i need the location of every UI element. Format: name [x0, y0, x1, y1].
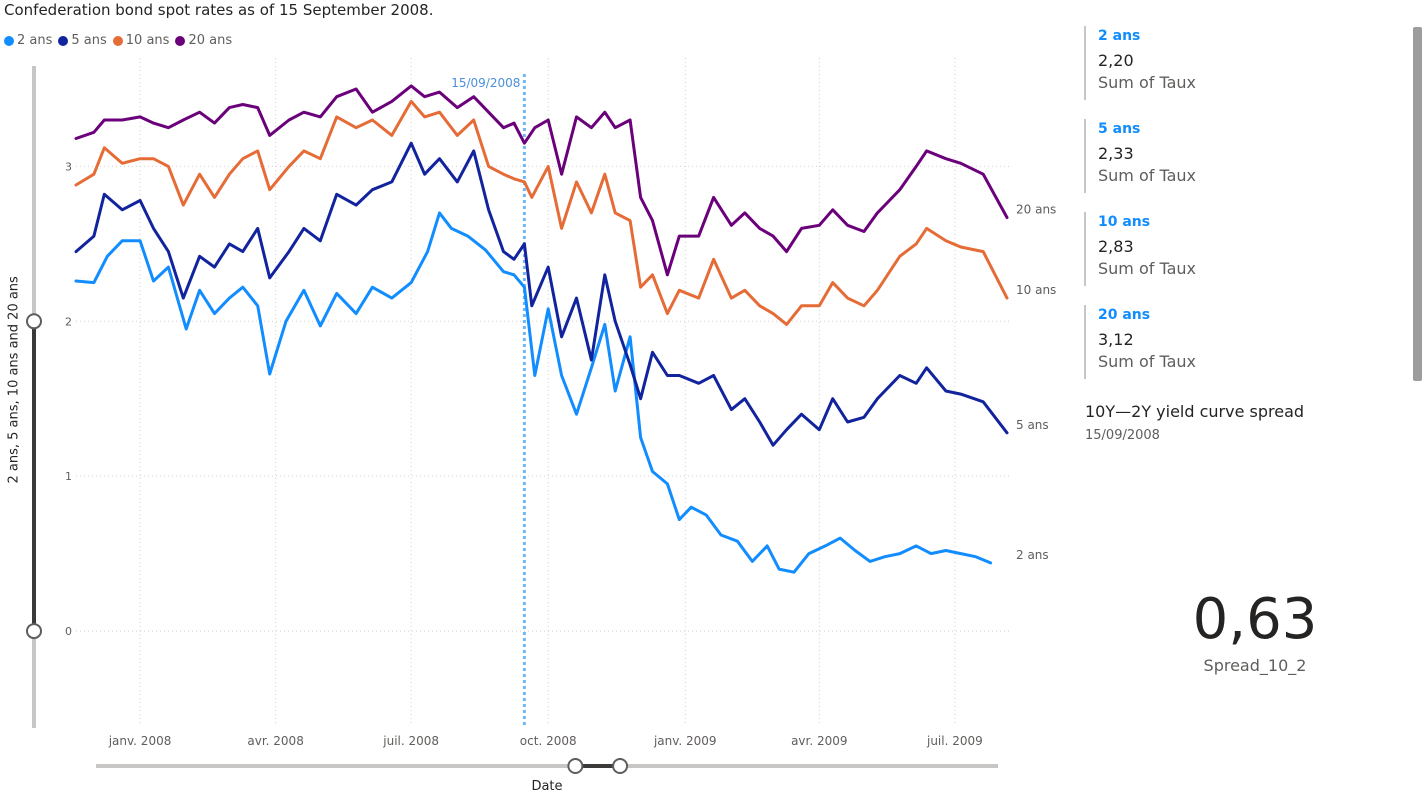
- legend-marker-20-ans: [175, 35, 186, 46]
- legend-label-2-ans: 2 ans: [17, 33, 53, 48]
- y-axis-title: 2 ans, 5 ans, 10 ans and 20 ans: [6, 276, 22, 484]
- line-chart: 0 1 2 3 janv. 2008 avr. 2008 juil. 2008 oct. 20…: [26, 58, 1056, 774]
- legend-marker-10-ans: [112, 35, 123, 46]
- legend-marker-2-ans: [4, 35, 14, 46]
- y-tick-label: 1: [65, 470, 72, 483]
- card-series-name: 20 ans: [1098, 307, 1151, 323]
- card-5-ans: 5 ans 2,33 Sum of Taux: [1084, 119, 1344, 193]
- x-tick-label: janv. 2008: [108, 734, 172, 748]
- card-series-name: 10 ans: [1098, 214, 1151, 230]
- series-end-label: 5 ans: [1016, 418, 1049, 432]
- spread-kpi-label: Spread_10_2: [1203, 656, 1307, 675]
- series-end-label: 10 ans: [1016, 283, 1056, 297]
- spread-date: 15/09/2008: [1085, 428, 1160, 443]
- series-line-5-ans[interactable]: [74, 141, 1009, 447]
- card-value: 2,20: [1098, 51, 1134, 70]
- x-tick-label: avr. 2008: [247, 734, 303, 748]
- legend-item-10-ans[interactable]: 10 ans: [112, 33, 170, 48]
- card-10-ans: 10 ans 2,83 Sum of Taux: [1084, 212, 1344, 286]
- chart-legend: 2 ans 5 ans 10 ans 20 ans: [4, 33, 232, 48]
- y-range-slider-handle[interactable]: [26, 623, 42, 640]
- series-value-cards: 2 ans 2,20 Sum of Taux 5 ans 2,33 Sum of…: [1084, 26, 1344, 398]
- x-tick-label: avr. 2009: [791, 734, 847, 748]
- card-series-name: 2 ans: [1098, 28, 1141, 44]
- series-line-20-ans[interactable]: [74, 84, 1009, 277]
- chart-title: Confederation bond spot rates as of 15 S…: [4, 1, 434, 19]
- x-tick-label: janv. 2009: [653, 734, 717, 748]
- y-tick-label: 0: [65, 625, 72, 638]
- series-end-label: 20 ans: [1016, 203, 1056, 217]
- card-value: 3,12: [1098, 330, 1134, 349]
- card-value: 2,33: [1098, 144, 1134, 163]
- card-measure-label: Sum of Taux: [1098, 73, 1197, 92]
- legend-label-5-ans: 5 ans: [71, 33, 107, 48]
- spread-title: 10Y—2Y yield curve spread: [1085, 402, 1305, 421]
- x-range-slider-handle[interactable]: [612, 758, 629, 774]
- legend-marker-5-ans: [58, 35, 69, 46]
- card-series-name: 5 ans: [1098, 121, 1141, 137]
- spread-kpi-value: 0,63: [1192, 587, 1318, 652]
- x-tick-label: juil. 2009: [926, 734, 983, 748]
- card-measure-label: Sum of Taux: [1098, 352, 1197, 371]
- x-range-slider-handle[interactable]: [567, 758, 584, 774]
- card-2-ans: 2 ans 2,20 Sum of Taux: [1084, 26, 1344, 100]
- card-20-ans: 20 ans 3,12 Sum of Taux: [1084, 305, 1344, 379]
- series-line-10-ans[interactable]: [74, 99, 1009, 326]
- y-range-slider-handle[interactable]: [26, 313, 42, 330]
- x-tick-label: juil. 2008: [382, 734, 439, 748]
- legend-label-20-ans: 20 ans: [188, 33, 233, 48]
- legend-label-10-ans: 10 ans: [125, 33, 170, 48]
- y-tick-label: 3: [65, 160, 72, 173]
- y-tick-label: 2: [65, 315, 72, 328]
- vertical-scrollbar[interactable]: [1413, 27, 1422, 381]
- legend-item-5-ans[interactable]: 5 ans: [58, 33, 107, 48]
- x-tick-label: oct. 2008: [520, 734, 577, 748]
- card-measure-label: Sum of Taux: [1098, 166, 1197, 185]
- card-measure-label: Sum of Taux: [1098, 259, 1197, 278]
- x-axis-title: Date: [531, 779, 563, 794]
- legend-item-2-ans[interactable]: 2 ans: [4, 33, 52, 48]
- reference-line-label: 15/09/2008: [451, 76, 520, 90]
- series-line-2-ans[interactable]: [74, 211, 993, 574]
- legend-item-20-ans[interactable]: 20 ans: [175, 33, 232, 48]
- series-end-label: 2 ans: [1016, 548, 1049, 562]
- card-value: 2,83: [1098, 237, 1134, 256]
